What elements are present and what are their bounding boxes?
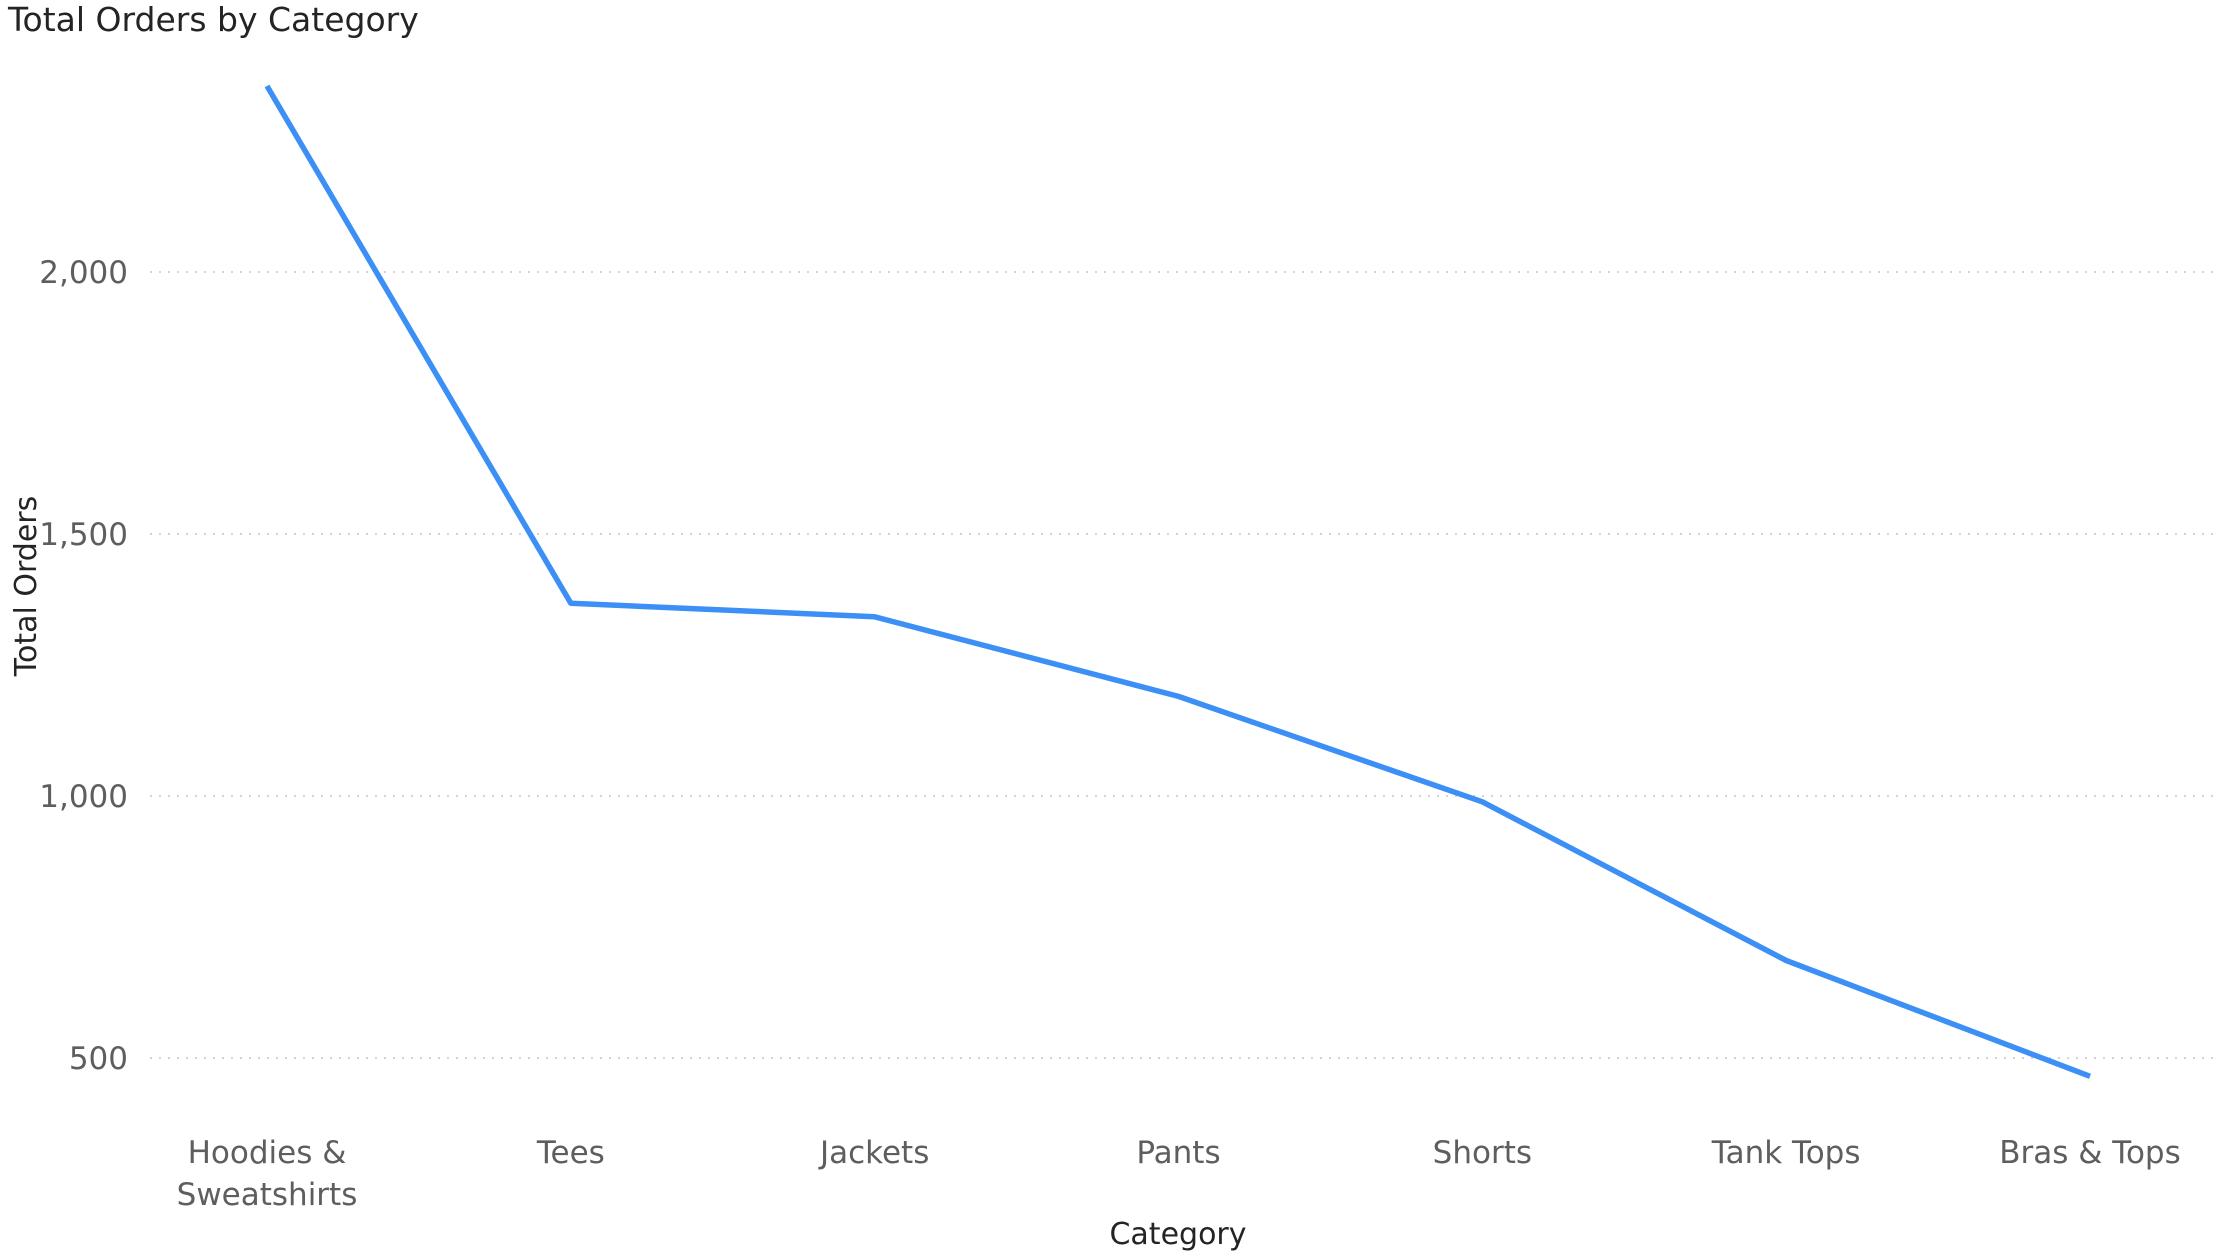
x-tick-label: Bras & Tops <box>1999 1135 2181 1171</box>
gridlines <box>150 271 2215 1059</box>
x-tick-label: Pants <box>1136 1135 1220 1171</box>
x-tick-label: Jackets <box>818 1135 929 1171</box>
y-tick-label: 500 <box>69 1041 128 1077</box>
y-tick-label: 2,000 <box>39 255 128 291</box>
chart-title: Total Orders by Category <box>7 0 419 39</box>
x-tick-label: Tank Tops <box>1711 1135 1861 1171</box>
x-tick-label: Hoodies & Sweatshirts <box>177 1135 358 1213</box>
y-axis-title: Total Orders <box>9 496 44 677</box>
y-tick-label: 1,500 <box>39 517 128 553</box>
x-tick-label: Shorts <box>1433 1135 1532 1171</box>
x-tick-label: Tees <box>536 1135 605 1171</box>
y-axis-ticks: 500 1,000 1,500 2,000 <box>39 255 128 1077</box>
y-tick-label: 1,000 <box>39 779 128 815</box>
x-axis-ticks: Hoodies & Sweatshirts Tees Jackets Pants Shor… <box>177 1135 2181 1213</box>
series-line <box>264 84 2091 1079</box>
x-axis-title: Category <box>1109 1217 1246 1252</box>
series-layer <box>264 84 2091 1079</box>
